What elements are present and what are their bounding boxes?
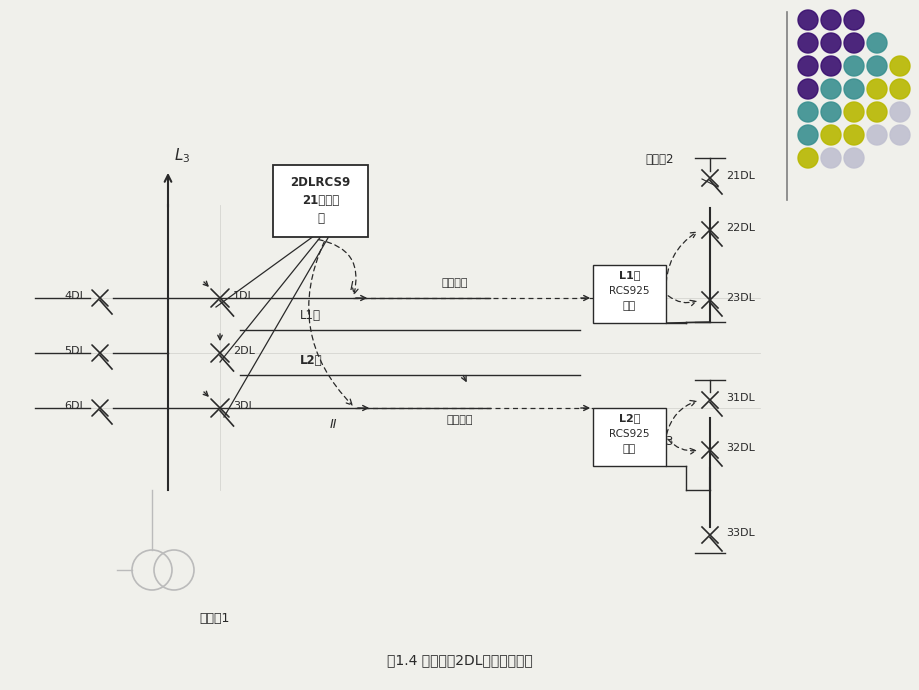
Circle shape (797, 148, 817, 168)
Text: 22DL: 22DL (725, 223, 754, 233)
Circle shape (889, 102, 909, 122)
Text: 2DL: 2DL (233, 346, 255, 356)
Circle shape (866, 33, 886, 53)
Circle shape (820, 56, 840, 76)
Circle shape (820, 125, 840, 145)
Text: RCS925: RCS925 (608, 429, 649, 439)
Text: 变电站1: 变电站1 (199, 612, 230, 625)
Text: L2线: L2线 (618, 413, 640, 423)
Text: $L_3$: $L_3$ (174, 146, 190, 165)
Circle shape (797, 125, 817, 145)
Text: 闸: 闸 (317, 212, 323, 224)
Circle shape (843, 56, 863, 76)
Circle shape (797, 56, 817, 76)
Circle shape (866, 79, 886, 99)
FancyBboxPatch shape (273, 165, 368, 237)
Text: 跳闸: 跳闸 (622, 444, 635, 454)
Circle shape (843, 79, 863, 99)
Text: 1DL: 1DL (233, 291, 255, 301)
Text: 变电站2: 变电站2 (644, 153, 673, 166)
Circle shape (843, 10, 863, 30)
Text: RCS925: RCS925 (608, 286, 649, 296)
Circle shape (797, 10, 817, 30)
Text: I: I (349, 280, 354, 293)
Circle shape (820, 79, 840, 99)
Circle shape (889, 56, 909, 76)
Circle shape (866, 56, 886, 76)
Text: 4DL: 4DL (64, 291, 85, 301)
Text: 23DL: 23DL (725, 293, 754, 303)
Circle shape (866, 125, 886, 145)
Text: 3DL: 3DL (233, 401, 255, 411)
Circle shape (843, 33, 863, 53)
Text: 21失灵跳: 21失灵跳 (301, 193, 339, 206)
Circle shape (866, 102, 886, 122)
Text: L1线: L1线 (618, 270, 640, 280)
Text: 33DL: 33DL (725, 528, 754, 538)
Text: 32DL: 32DL (725, 443, 754, 453)
Circle shape (843, 125, 863, 145)
Text: 5DL: 5DL (64, 346, 85, 356)
Text: 2DLRCS9: 2DLRCS9 (290, 175, 350, 188)
Text: 变电站3: 变电站3 (644, 435, 673, 448)
Text: 远跳通道: 远跳通道 (441, 278, 468, 288)
Circle shape (820, 10, 840, 30)
Text: L2线: L2线 (300, 354, 323, 367)
FancyBboxPatch shape (593, 265, 665, 323)
FancyBboxPatch shape (593, 408, 665, 466)
FancyArrowPatch shape (667, 296, 696, 306)
Text: II: II (330, 418, 337, 431)
Text: 31DL: 31DL (725, 393, 754, 403)
FancyArrowPatch shape (667, 439, 695, 454)
FancyArrowPatch shape (309, 241, 352, 405)
Circle shape (889, 125, 909, 145)
Text: 远跳通道: 远跳通道 (447, 415, 472, 425)
Circle shape (843, 148, 863, 168)
Circle shape (820, 102, 840, 122)
Text: 跳闸: 跳闸 (622, 301, 635, 311)
Circle shape (843, 102, 863, 122)
Text: 21DL: 21DL (725, 171, 754, 181)
Circle shape (797, 33, 817, 53)
Text: L1线: L1线 (300, 309, 321, 322)
Circle shape (797, 79, 817, 99)
Circle shape (820, 33, 840, 53)
FancyArrowPatch shape (665, 233, 696, 291)
FancyArrowPatch shape (666, 400, 696, 434)
Circle shape (797, 102, 817, 122)
Circle shape (820, 148, 840, 168)
Circle shape (889, 79, 909, 99)
Text: 图1.4 线路故障2DL失灵跳闸开关: 图1.4 线路故障2DL失灵跳闸开关 (387, 653, 532, 667)
FancyArrowPatch shape (318, 239, 357, 294)
Text: 6DL: 6DL (64, 401, 85, 411)
